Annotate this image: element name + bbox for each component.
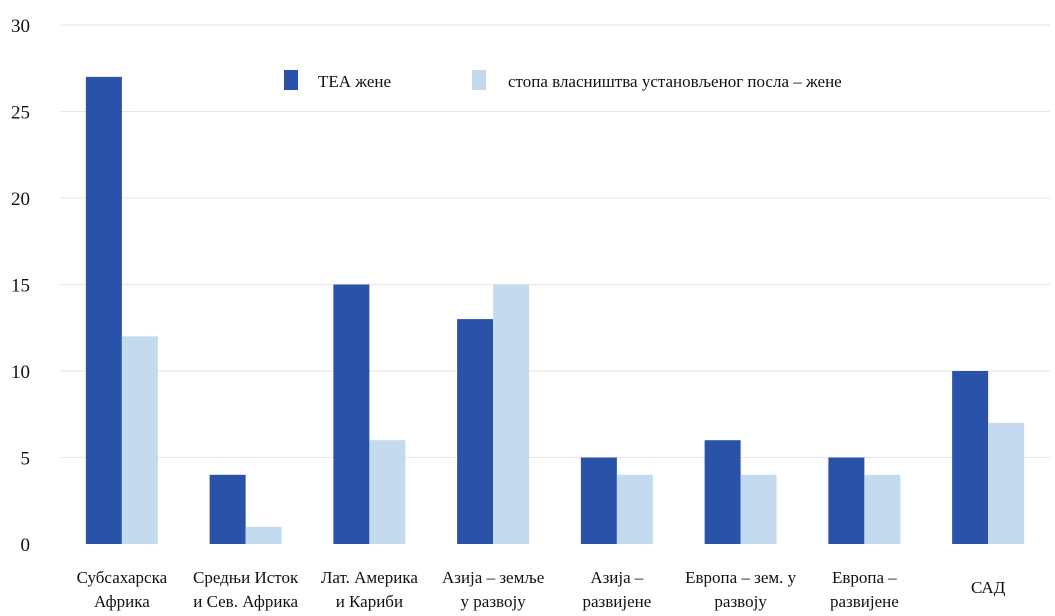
category-label: Лат. Америка и Кариби <box>321 568 418 611</box>
y-axis: 0 5 10 15 20 25 30 <box>11 16 30 556</box>
bar-series-2 <box>245 526 282 544</box>
bar-series-2 <box>740 474 777 544</box>
bar-series-2 <box>369 440 406 544</box>
bar-series-2 <box>864 474 901 544</box>
y-tick-label: 15 <box>11 276 30 297</box>
category-label: Средњи Исток и Сев. Африка <box>193 568 299 611</box>
bar-series-2 <box>121 336 158 544</box>
bar-series-2 <box>616 474 653 544</box>
bar-series-1 <box>333 284 370 544</box>
y-tick-label: 30 <box>11 16 30 37</box>
bars <box>85 76 1025 545</box>
y-tick-label: 5 <box>21 449 31 470</box>
y-tick-label: 0 <box>21 535 31 556</box>
bar-series-2 <box>493 284 530 544</box>
legend-label: ТЕА жене <box>318 72 391 91</box>
legend: ТЕА жене стопа власништва установљеног по… <box>284 70 842 91</box>
bar-series-1 <box>952 371 989 544</box>
gridlines <box>60 24 1050 458</box>
bar-series-1 <box>457 319 494 544</box>
bar-series-1 <box>828 457 865 544</box>
bar-series-1 <box>704 440 741 544</box>
legend-swatch <box>284 70 298 90</box>
bar-series-1 <box>85 76 122 545</box>
category-label: Азија – развијене <box>582 568 651 611</box>
bar-series-1 <box>209 474 246 544</box>
category-label: Европа – зем. у развоју <box>685 568 797 611</box>
bar-series-1 <box>580 457 617 544</box>
y-tick-label: 20 <box>11 189 30 210</box>
category-label: САД <box>971 578 1006 597</box>
legend-swatch <box>472 70 486 90</box>
category-label: Субсахарска Африка <box>77 568 168 611</box>
category-label: Азија – земље у развоју <box>442 568 544 611</box>
bar-series-2 <box>988 422 1025 544</box>
x-axis: Субсахарска Африка Средњи Исток и Сев. Афри… <box>77 568 1006 611</box>
y-tick-label: 10 <box>11 362 30 383</box>
y-tick-label: 25 <box>11 103 30 124</box>
category-label: Европа – развијене <box>830 568 899 611</box>
legend-label: стопа власништва установљеног посла – же… <box>508 72 842 91</box>
